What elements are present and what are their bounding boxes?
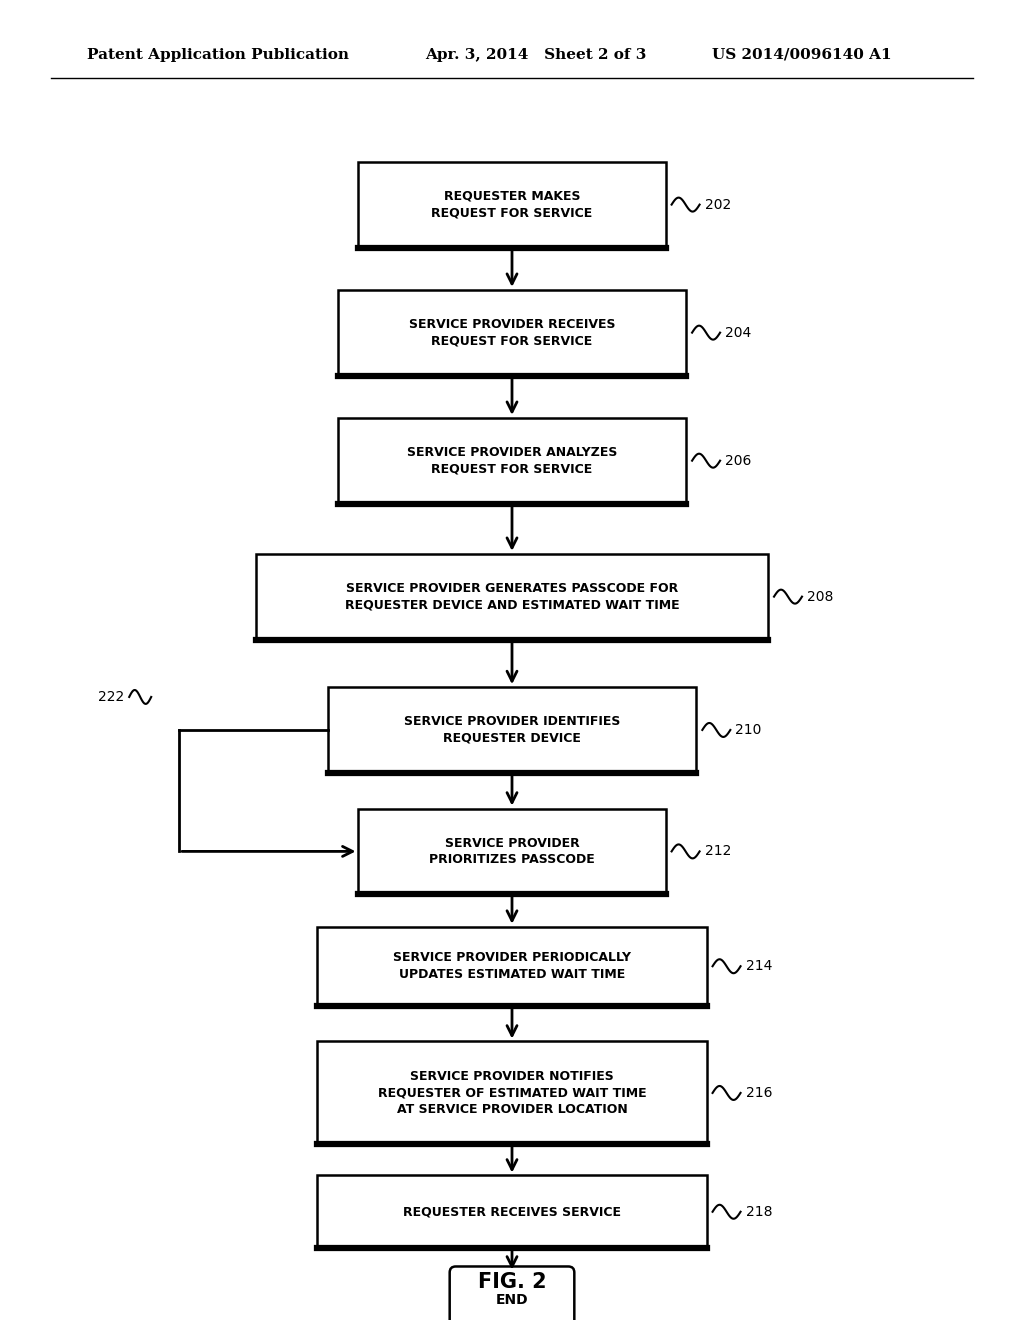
Text: 202: 202 xyxy=(705,198,731,211)
Text: 210: 210 xyxy=(735,723,762,737)
Text: 208: 208 xyxy=(807,590,834,603)
Bar xyxy=(338,290,686,375)
Text: REQUESTER RECEIVES SERVICE: REQUESTER RECEIVES SERVICE xyxy=(403,1205,621,1218)
Text: REQUESTER MAKES
REQUEST FOR SERVICE: REQUESTER MAKES REQUEST FOR SERVICE xyxy=(431,190,593,219)
Text: 206: 206 xyxy=(725,454,752,467)
Bar xyxy=(317,1041,707,1144)
Text: SERVICE PROVIDER NOTIFIES
REQUESTER OF ESTIMATED WAIT TIME
AT SERVICE PROVIDER L: SERVICE PROVIDER NOTIFIES REQUESTER OF E… xyxy=(378,1071,646,1115)
Text: US 2014/0096140 A1: US 2014/0096140 A1 xyxy=(712,48,891,62)
Bar xyxy=(328,686,696,774)
Bar xyxy=(358,808,666,895)
Text: 214: 214 xyxy=(745,960,772,973)
Text: FIG. 2: FIG. 2 xyxy=(477,1272,547,1292)
Text: SERVICE PROVIDER ANALYZES
REQUEST FOR SERVICE: SERVICE PROVIDER ANALYZES REQUEST FOR SE… xyxy=(407,446,617,475)
Text: 222: 222 xyxy=(98,690,124,704)
Text: 212: 212 xyxy=(705,845,731,858)
Text: 204: 204 xyxy=(725,326,752,339)
Text: 218: 218 xyxy=(745,1205,772,1218)
Text: SERVICE PROVIDER RECEIVES
REQUEST FOR SERVICE: SERVICE PROVIDER RECEIVES REQUEST FOR SE… xyxy=(409,318,615,347)
Bar xyxy=(256,554,768,639)
Text: Apr. 3, 2014   Sheet 2 of 3: Apr. 3, 2014 Sheet 2 of 3 xyxy=(425,48,646,62)
Bar xyxy=(317,927,707,1006)
Text: SERVICE PROVIDER
PRIORITIZES PASSCODE: SERVICE PROVIDER PRIORITIZES PASSCODE xyxy=(429,837,595,866)
Text: Patent Application Publication: Patent Application Publication xyxy=(87,48,349,62)
Text: END: END xyxy=(496,1294,528,1307)
Text: SERVICE PROVIDER IDENTIFIES
REQUESTER DEVICE: SERVICE PROVIDER IDENTIFIES REQUESTER DE… xyxy=(403,715,621,744)
Text: SERVICE PROVIDER PERIODICALLY
UPDATES ESTIMATED WAIT TIME: SERVICE PROVIDER PERIODICALLY UPDATES ES… xyxy=(393,952,631,981)
Bar xyxy=(338,417,686,503)
Text: SERVICE PROVIDER GENERATES PASSCODE FOR
REQUESTER DEVICE AND ESTIMATED WAIT TIME: SERVICE PROVIDER GENERATES PASSCODE FOR … xyxy=(345,582,679,611)
Text: 216: 216 xyxy=(745,1086,772,1100)
Bar xyxy=(317,1175,707,1249)
FancyBboxPatch shape xyxy=(450,1266,574,1320)
Bar xyxy=(358,162,666,248)
